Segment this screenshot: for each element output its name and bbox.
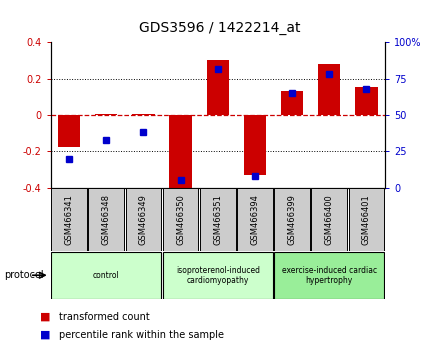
Text: GSM466399: GSM466399 <box>288 194 297 245</box>
Text: GDS3596 / 1422214_at: GDS3596 / 1422214_at <box>139 21 301 35</box>
Bar <box>132 114 154 115</box>
Bar <box>58 115 81 147</box>
Text: GSM466400: GSM466400 <box>325 194 334 245</box>
Bar <box>126 188 161 251</box>
Text: exercise-induced cardiac
hypertrophy: exercise-induced cardiac hypertrophy <box>282 266 377 285</box>
Bar <box>281 91 303 115</box>
Bar <box>207 60 229 115</box>
Text: control: control <box>93 271 120 280</box>
Text: GSM466341: GSM466341 <box>65 194 73 245</box>
Bar <box>169 115 192 189</box>
Bar <box>163 188 198 251</box>
Text: transformed count: transformed count <box>59 312 150 322</box>
Text: percentile rank within the sample: percentile rank within the sample <box>59 330 224 339</box>
Text: GSM466401: GSM466401 <box>362 194 371 245</box>
Bar <box>312 188 347 251</box>
Bar <box>244 115 266 175</box>
Text: ■: ■ <box>40 330 50 339</box>
Text: GSM466351: GSM466351 <box>213 194 222 245</box>
Bar <box>200 188 236 251</box>
Bar <box>51 188 87 251</box>
Bar <box>163 252 273 299</box>
Text: ■: ■ <box>40 312 50 322</box>
Text: GSM466349: GSM466349 <box>139 194 148 245</box>
Bar <box>88 188 124 251</box>
Text: GSM466394: GSM466394 <box>250 194 260 245</box>
Text: GSM466350: GSM466350 <box>176 194 185 245</box>
Bar <box>95 114 117 115</box>
Bar <box>318 64 341 115</box>
Bar <box>274 188 310 251</box>
Bar <box>237 188 273 251</box>
Bar <box>348 188 384 251</box>
Bar <box>274 252 384 299</box>
Bar <box>51 252 161 299</box>
Bar <box>355 87 378 115</box>
Text: GSM466348: GSM466348 <box>102 194 111 245</box>
Text: protocol: protocol <box>4 270 44 280</box>
Text: isoproterenol-induced
cardiomyopathy: isoproterenol-induced cardiomyopathy <box>176 266 260 285</box>
